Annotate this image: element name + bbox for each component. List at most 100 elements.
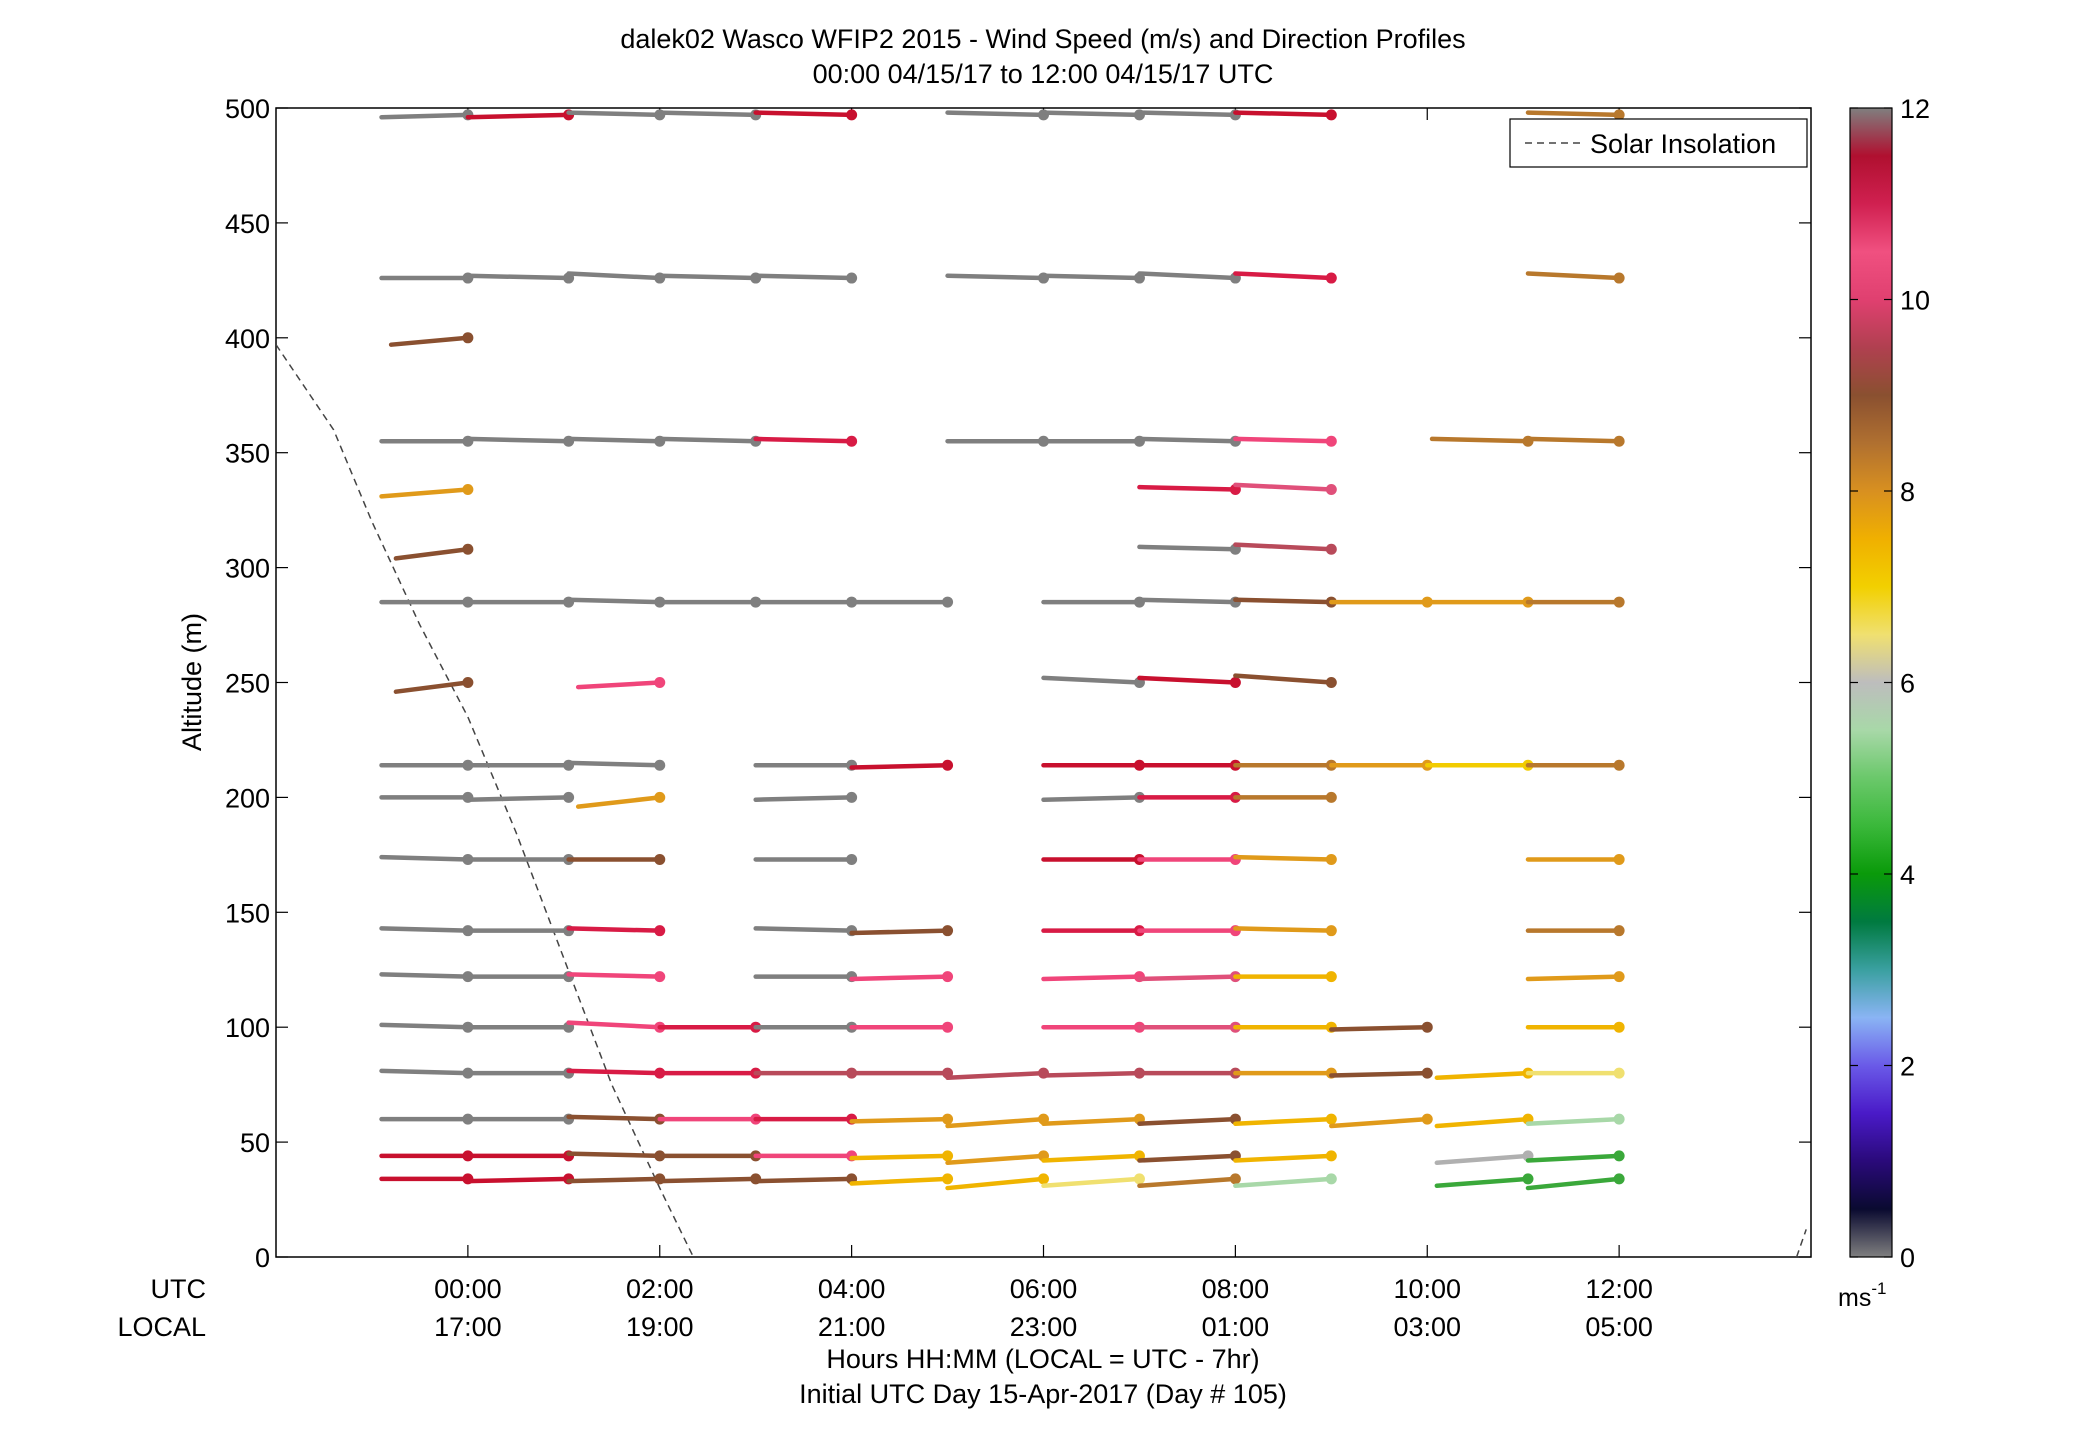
x-tick-label-local: 21:00 (818, 1312, 886, 1342)
colorbar: 0 2 4 6 8 10 12 ms-1 (1838, 94, 1930, 1312)
x-axis: 00:00 17:00 02:00 19:00 04:00 21:00 06:00 23:00… (434, 108, 1653, 1342)
wind-segment (379, 926, 471, 933)
wind-point (846, 853, 858, 865)
x-axis-sublabel: Initial UTC Day 15-Apr-2017 (Day # 105) (799, 1379, 1287, 1409)
wind-segment (1041, 273, 1142, 281)
wind-segment (753, 436, 854, 444)
altitude-series-100 (379, 1020, 1625, 1033)
wind-point (942, 1113, 954, 1125)
wind-segment (753, 110, 854, 118)
altitude-series-250 (393, 673, 1337, 694)
y-tick-label: 300 (225, 554, 270, 584)
wind-segment (1329, 1116, 1430, 1129)
colorbar-tick-label: 4 (1900, 860, 1915, 890)
x-tick-label-utc: 04:00 (818, 1274, 886, 1304)
wind-point (654, 759, 666, 771)
wind-point (1325, 677, 1337, 688)
wind-segment (379, 112, 471, 120)
local-row-label: LOCAL (117, 1312, 206, 1342)
wind-segment (1233, 1153, 1334, 1163)
wind-segment (1525, 974, 1622, 982)
x-tick-label-local: 03:00 (1393, 1312, 1461, 1342)
solar-insolation-tail (1795, 1229, 1807, 1257)
wind-point (1325, 925, 1337, 937)
y-tick-label: 250 (225, 669, 270, 699)
wind-segment (566, 760, 662, 768)
wind-segment (1233, 854, 1334, 862)
altitude-series-173 (379, 853, 1625, 865)
x-tick-label-local: 19:00 (626, 1312, 694, 1342)
wind-segment (566, 926, 662, 933)
altitude-series-122 (379, 971, 1625, 983)
wind-point (1325, 1150, 1337, 1162)
altitude-series-200 (379, 791, 1337, 809)
wind-segment (657, 436, 758, 444)
y-tick-label: 350 (225, 439, 270, 469)
wind-segment (1329, 1024, 1430, 1032)
wind-segment (465, 436, 571, 444)
wind-segment (1434, 1116, 1531, 1129)
y-tick-label: 100 (225, 1013, 270, 1043)
wind-point (462, 543, 474, 555)
wind-segment (1137, 1176, 1238, 1189)
legend: Solar Insolation (1509, 118, 1808, 168)
wind-segment (1041, 1070, 1142, 1078)
wind-point (1613, 1021, 1625, 1033)
wind-segment (379, 1068, 471, 1076)
wind-point (1325, 543, 1337, 555)
wind-segment (657, 1176, 758, 1184)
wind-segment (1137, 271, 1238, 281)
y-tick-label: 450 (225, 209, 270, 239)
wind-segment (1137, 110, 1238, 118)
wind-segment (1137, 597, 1238, 605)
wind-segment (1233, 542, 1334, 552)
wind-segment (1233, 436, 1334, 444)
wind-segment (566, 1068, 662, 1076)
colorbar-tick-label: 8 (1900, 477, 1915, 507)
wind-segment (1233, 926, 1334, 933)
colorbar-tick-label: 6 (1900, 669, 1915, 699)
altitude-series-285 (379, 596, 1625, 608)
wind-segment (566, 1151, 662, 1159)
wind-segment (849, 762, 950, 770)
wind-segment (1041, 110, 1142, 118)
wind-segment (1233, 271, 1334, 281)
wind-segment (1137, 675, 1238, 685)
legend-label: Solar Insolation (1590, 129, 1776, 159)
wind-segment (849, 1153, 950, 1161)
wind-point (1421, 1021, 1433, 1033)
wind-point (1613, 272, 1625, 284)
wind-segment (1233, 110, 1334, 118)
wind-segment (945, 273, 1046, 281)
wind-segment (566, 110, 662, 118)
wind-segment (575, 795, 662, 809)
wind-segment (379, 972, 471, 979)
wind-point (654, 971, 666, 983)
wind-segment (1233, 1176, 1334, 1189)
wind-point (846, 791, 858, 803)
wind-segment (379, 1022, 471, 1030)
wind-segment (945, 1116, 1046, 1129)
wind-point (1325, 853, 1337, 865)
wind-segment (1041, 795, 1142, 802)
wind-point (1613, 971, 1625, 983)
x-tick-label-utc: 10:00 (1393, 1274, 1461, 1304)
wind-point (942, 925, 954, 937)
wind-point (1325, 272, 1337, 284)
wind-segment (566, 597, 662, 605)
wind-point (1613, 109, 1625, 121)
wind-segment (1041, 974, 1142, 982)
wind-segment (1041, 675, 1142, 685)
x-axis-label: Hours HH:MM (LOCAL = UTC - 7hr) (826, 1344, 1259, 1374)
x-tick-label-utc: 08:00 (1202, 1274, 1270, 1304)
wind-point (1229, 677, 1241, 688)
wind-segment (945, 1153, 1046, 1166)
wind-point (1325, 435, 1337, 447)
wind-point (654, 925, 666, 937)
wind-point (462, 332, 474, 344)
altitude-series-308 (393, 542, 1337, 561)
wind-segment (849, 928, 950, 936)
y-tick-label: 500 (225, 94, 270, 124)
y-axis-label: Altitude (m) (177, 613, 207, 751)
